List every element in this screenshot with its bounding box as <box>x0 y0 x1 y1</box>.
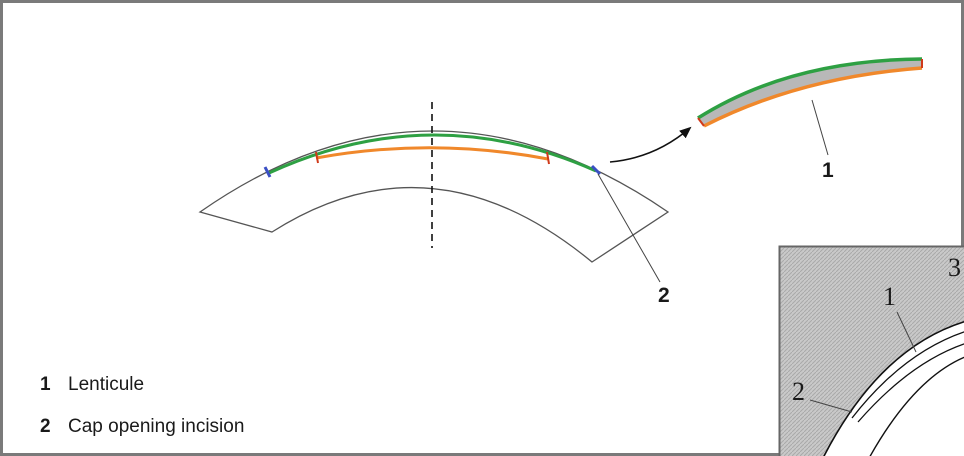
legend-label: Cap opening incision <box>68 416 245 437</box>
cornea-outline <box>198 130 670 263</box>
inset-cornea-body <box>824 321 964 456</box>
callout-1-leader <box>811 99 829 156</box>
inset-label-3: 3 <box>948 253 961 282</box>
inset-label-1: 1 <box>883 282 896 311</box>
inset-label-2: 2 <box>792 377 805 406</box>
inset-leader-1 <box>896 311 917 353</box>
inset-inner-curve <box>869 356 964 456</box>
extracted-lenticule <box>698 59 922 126</box>
inset-border <box>778 245 964 456</box>
inset-outer-curve <box>823 321 964 456</box>
extracted-lenticule-anterior-edge <box>697 57 923 120</box>
extracted-lenticule-posterior-edge <box>703 66 923 128</box>
cap-incision-right-marker <box>590 164 602 176</box>
legend-number: 2 <box>40 416 51 437</box>
callout-1-number: 1 <box>822 159 834 182</box>
posterior-lenticule-cut <box>315 146 549 161</box>
anterior-lenticule-cut <box>268 133 597 175</box>
posterior-cut-right-end <box>546 151 550 165</box>
callout-2-number: 2 <box>658 284 670 307</box>
posterior-cut-left-end <box>315 151 319 164</box>
legend-item-lenticule: 1 Lenticule <box>40 374 144 396</box>
inset-lenticule-outer <box>851 331 964 419</box>
extraction-arrow <box>609 126 692 163</box>
legend-item-cap-opening-incision: 2 Cap opening incision <box>40 416 244 438</box>
inset-lenticule-inner <box>857 343 964 423</box>
callout-2-leader <box>597 173 661 283</box>
inset-leader-2 <box>809 399 853 413</box>
inset-panel: 1 2 3 <box>779 246 964 456</box>
cap-incision-left-marker <box>263 166 272 178</box>
extracted-lenticule-left-end <box>697 117 705 127</box>
legend-number: 1 <box>40 374 51 395</box>
legend-label: Lenticule <box>68 374 145 395</box>
